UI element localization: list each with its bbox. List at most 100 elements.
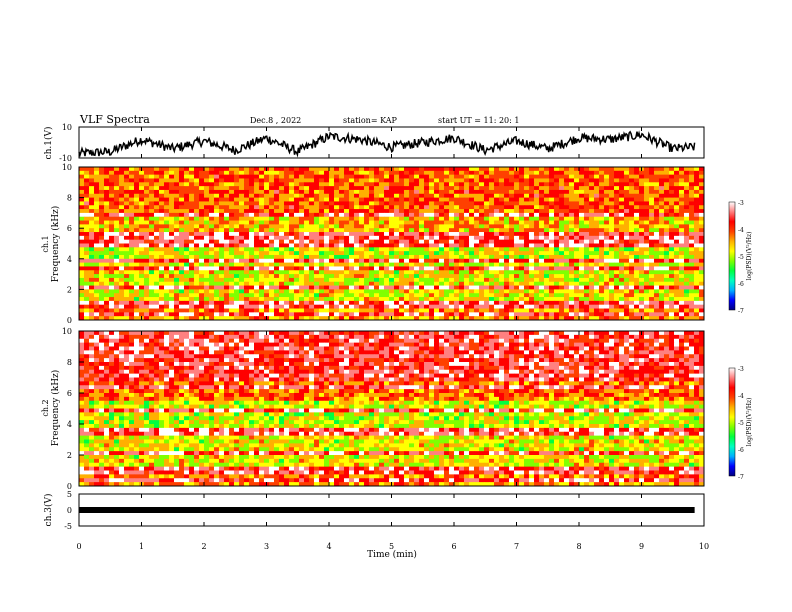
spectrogram-cell	[584, 209, 590, 214]
spectrogram-cell	[584, 262, 590, 267]
spectrogram-cell	[569, 186, 575, 191]
spectrogram-cell	[664, 304, 670, 309]
spectrogram-cell	[209, 289, 215, 294]
spectrogram-cell	[144, 232, 150, 237]
spectrogram-cell	[349, 167, 355, 172]
spectrogram-cell	[389, 243, 395, 248]
spectrogram-cell	[109, 193, 115, 199]
spectrogram-cell	[234, 209, 240, 214]
spectrogram-cell	[84, 212, 90, 218]
spectrogram-cell	[489, 239, 495, 244]
spectrogram-cell	[524, 254, 530, 260]
spectrogram-cell	[574, 228, 580, 233]
spectrogram-cell	[539, 304, 545, 309]
spectrogram-cell	[569, 308, 575, 313]
spectrogram-cell	[254, 308, 260, 313]
spectrogram-cell	[434, 209, 440, 214]
spectrogram-cell	[509, 297, 515, 302]
spectrogram-cell	[269, 197, 275, 202]
spectrogram-cell	[324, 170, 330, 176]
spectrogram-cell	[249, 297, 255, 302]
spectrogram-cell	[264, 239, 270, 244]
spectrogram-cell	[284, 174, 290, 179]
spectrogram-cell	[519, 281, 525, 286]
spectrogram-cell	[249, 289, 255, 294]
spectrogram-cell	[274, 224, 280, 229]
spectrogram-cell	[219, 186, 225, 191]
spectrogram-cell	[479, 167, 485, 172]
spectrogram-cell	[654, 239, 660, 244]
spectrogram-cell	[149, 258, 155, 264]
spectrogram-cell	[104, 289, 110, 294]
spectrogram-cell	[354, 170, 360, 176]
spectrogram-cell	[249, 247, 255, 252]
spectrogram-cell	[304, 289, 310, 294]
spectrogram-cell	[274, 220, 280, 225]
spectrogram-cell	[559, 232, 565, 237]
spectrogram-cell	[624, 247, 630, 252]
spectrogram-cell	[444, 289, 450, 294]
spectrogram-cell	[694, 285, 700, 290]
spectrogram-cell	[344, 274, 350, 279]
spectrogram-cell	[689, 274, 695, 279]
spectrogram-cell	[494, 270, 500, 275]
spectrogram-cell	[399, 235, 405, 241]
spectrogram-cell	[534, 216, 540, 221]
spectrogram-cell	[329, 293, 335, 298]
spectrogram-cell	[159, 247, 165, 252]
spectrogram-cell	[564, 243, 570, 248]
spectrogram-cell	[364, 281, 370, 286]
spectrogram-cell	[159, 186, 165, 191]
spectrogram-cell	[394, 232, 400, 237]
spectrogram-cell	[244, 254, 250, 260]
spectrogram-cell	[339, 224, 345, 229]
spectrogram-cell	[294, 201, 300, 206]
spectrogram-cell	[579, 232, 585, 237]
spectrogram-cell	[684, 277, 690, 283]
spectrogram-cell	[409, 189, 415, 195]
spectrogram-cell	[544, 174, 550, 179]
spectrogram-cell	[309, 232, 315, 237]
spectrogram-cell	[579, 174, 585, 179]
spectrogram-cell	[554, 239, 560, 244]
spectrogram-cell	[404, 239, 410, 244]
spectrogram-cell	[419, 193, 425, 199]
spectrogram-cell	[619, 312, 625, 317]
spectrogram-cell	[399, 239, 405, 244]
spectrogram-cell	[584, 167, 590, 172]
spectrogram-cell	[699, 182, 705, 187]
spectrogram-cell	[344, 197, 350, 202]
spectrogram-cell	[249, 182, 255, 187]
spectrogram-cell	[119, 201, 125, 206]
spectrogram-cell	[84, 262, 90, 267]
spectrogram-cell	[324, 178, 330, 183]
spectrogram-cell	[374, 258, 380, 264]
spectrogram-cell	[624, 304, 630, 309]
spectrogram-cell	[84, 216, 90, 221]
spectrogram-cell	[149, 289, 155, 294]
spectrogram-cell	[319, 293, 325, 298]
spectrogram-cell	[194, 189, 200, 195]
spectrogram-cell	[289, 174, 295, 179]
spectrogram-cell	[374, 178, 380, 183]
spectrogram-cell	[414, 274, 420, 279]
spectrogram-cell	[464, 228, 470, 233]
spectrogram-cell	[569, 232, 575, 237]
spectrogram-cell	[309, 270, 315, 275]
spectrogram-cell	[309, 293, 315, 298]
spectrogram-cell	[484, 239, 490, 244]
spectrogram-cell	[549, 239, 555, 244]
spectrogram-cell	[319, 243, 325, 248]
spectrogram-cell	[664, 209, 670, 214]
spectrogram-cell	[484, 201, 490, 206]
spectrogram-cell	[404, 220, 410, 225]
spectrogram-cell	[524, 174, 530, 179]
spectrogram-cell	[629, 270, 635, 275]
spectrogram-cell	[259, 193, 265, 199]
spectrogram-cell	[504, 205, 510, 210]
spectrogram-cell	[579, 300, 585, 306]
spectrogram-cell	[224, 304, 230, 309]
spectrogram-cell	[234, 167, 240, 172]
spectrogram-cell	[594, 270, 600, 275]
spectrogram-cell	[224, 251, 230, 256]
